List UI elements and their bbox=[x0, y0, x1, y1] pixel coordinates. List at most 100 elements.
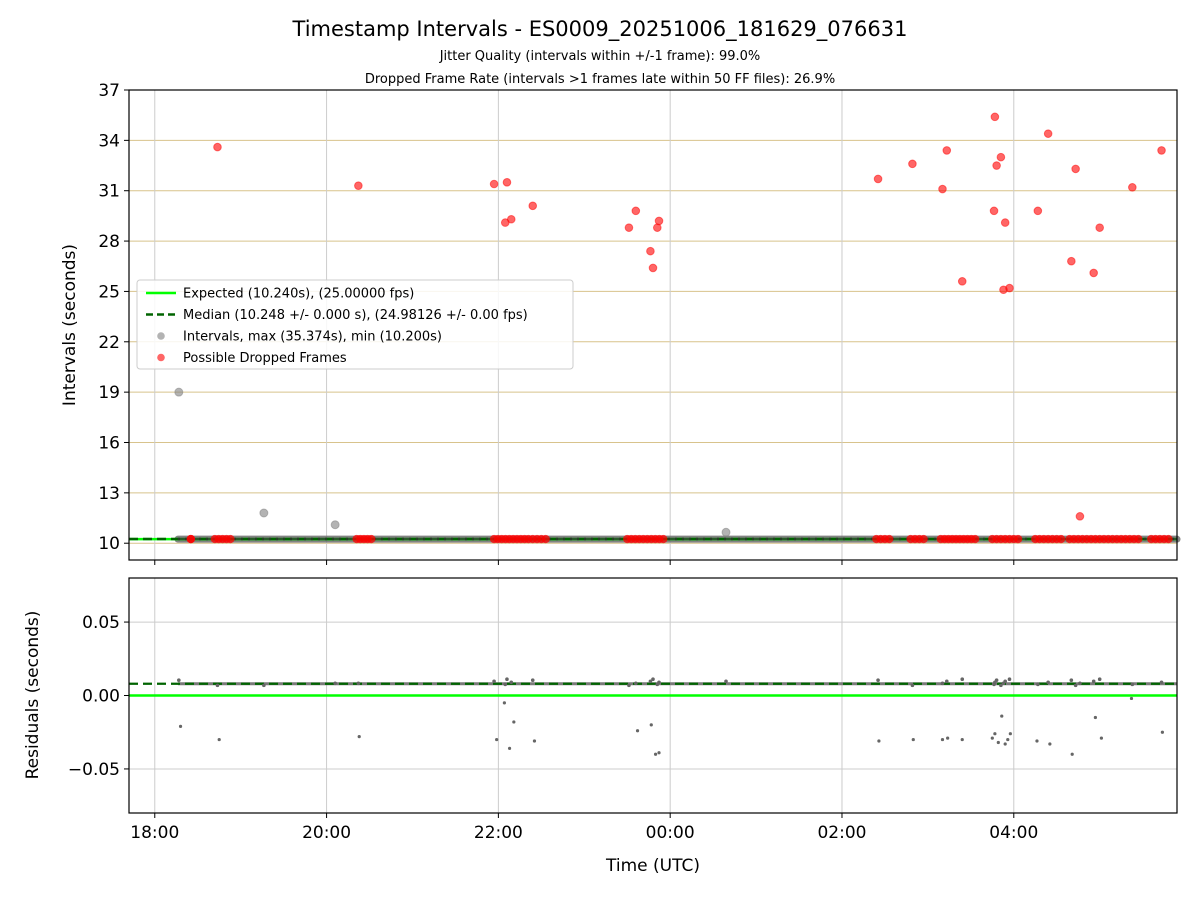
dropped-frame-point bbox=[1089, 268, 1098, 278]
residual-point bbox=[1036, 682, 1040, 687]
residual-point bbox=[333, 681, 337, 686]
residual-point bbox=[356, 681, 361, 686]
intervals-y-tick-label: 19 bbox=[98, 383, 120, 403]
residual-point bbox=[876, 678, 880, 683]
residual-point bbox=[999, 683, 1003, 688]
dropped-frame-point bbox=[1033, 206, 1043, 216]
dropped-frame-point bbox=[996, 152, 1006, 162]
intervals-y-tick-label: 13 bbox=[98, 484, 120, 504]
residual-point bbox=[1069, 678, 1074, 683]
dropped-frame-point bbox=[226, 534, 235, 544]
residuals-y-ticks: 0.05 0.00 −0.05 bbox=[68, 613, 129, 780]
residual-point bbox=[649, 723, 653, 727]
dropped-frame-point bbox=[989, 206, 999, 216]
residual-point bbox=[911, 737, 915, 742]
legend-label: Possible Dropped Frames bbox=[183, 351, 347, 366]
residual-point bbox=[877, 739, 881, 743]
dropped-frame-point bbox=[654, 216, 664, 226]
residual-point bbox=[512, 720, 516, 724]
intervals-panel: 10 13 16 19 22 25 28 31 34 37 Intervals (seconds)… bbox=[60, 81, 1181, 565]
chart-title: Timestamp Intervals - ES0009_20251006_18… bbox=[292, 17, 908, 42]
intervals-points bbox=[174, 112, 1173, 544]
dropped-frame-point bbox=[992, 161, 1001, 170]
residual-point bbox=[994, 678, 999, 683]
dropped-frame-point bbox=[990, 112, 1000, 122]
residual-point bbox=[996, 740, 1000, 745]
intervals-y-ticks: 10 13 16 19 22 25 28 31 34 37 bbox=[98, 81, 129, 554]
residual-point bbox=[262, 683, 266, 688]
dropped-frame-point bbox=[1005, 283, 1014, 293]
residual-point bbox=[657, 751, 661, 755]
residual-point bbox=[910, 683, 915, 688]
residual-point bbox=[505, 677, 509, 681]
residual-point bbox=[1048, 742, 1052, 746]
residual-point bbox=[1073, 683, 1078, 688]
legend-swatch-marker bbox=[157, 353, 165, 362]
dropped-frame-point bbox=[213, 142, 222, 152]
residual-point bbox=[651, 677, 655, 681]
x-tick-label: 04:00 bbox=[989, 823, 1038, 843]
residual-point bbox=[178, 724, 183, 728]
residual-point bbox=[492, 679, 496, 684]
residual-point bbox=[1160, 730, 1164, 734]
intervals-y-axis-label: Intervals (seconds) bbox=[60, 244, 80, 406]
residual-point bbox=[1093, 715, 1097, 720]
intervals-y-tick-label: 25 bbox=[98, 282, 120, 302]
residual-point bbox=[1091, 679, 1096, 684]
x-tick-label: 00:00 bbox=[646, 823, 695, 843]
legend-label: Median (10.248 +/- 0.000 s), (24.98126 +… bbox=[183, 308, 528, 323]
x-tick-label: 02:00 bbox=[817, 823, 866, 843]
legend: Expected (10.240s), (25.00000 fps) Median… bbox=[136, 279, 574, 370]
dropped-frame-point bbox=[1000, 218, 1010, 227]
legend-swatch-marker bbox=[157, 332, 165, 340]
dropped-frame-point bbox=[885, 534, 894, 544]
intervals-y-tick-label: 34 bbox=[98, 131, 120, 151]
intervals-y-tick-label: 37 bbox=[98, 81, 120, 101]
dropped-frame-point bbox=[541, 534, 550, 544]
residual-point bbox=[960, 737, 964, 742]
legend-box bbox=[136, 279, 574, 370]
residual-point bbox=[1099, 736, 1104, 740]
intervals-y-tick-label: 28 bbox=[98, 232, 120, 252]
dropped-frame-point bbox=[919, 534, 928, 544]
residuals-points bbox=[177, 677, 1164, 756]
dropped-frame-point bbox=[1095, 223, 1104, 232]
residual-point bbox=[993, 732, 997, 736]
residual-point bbox=[944, 679, 949, 684]
residual-point bbox=[1070, 752, 1074, 756]
dropped-frame-point bbox=[957, 277, 967, 286]
dropped-frame-point bbox=[354, 181, 363, 190]
dropped-frame-point bbox=[624, 223, 634, 232]
residual-point bbox=[1003, 742, 1007, 746]
residual-point bbox=[1159, 680, 1164, 685]
dropped-frame-point bbox=[528, 201, 538, 211]
dropped-frame-point bbox=[1056, 534, 1066, 544]
residual-point bbox=[502, 701, 506, 705]
intervals-x-ticks bbox=[154, 560, 1015, 565]
dropped-frame-point bbox=[367, 534, 376, 544]
dropped-frame-point bbox=[938, 184, 947, 194]
x-tick-label: 22:00 bbox=[474, 823, 523, 843]
residual-point bbox=[960, 677, 965, 681]
dropped-frame-point bbox=[1075, 512, 1085, 521]
residual-point bbox=[532, 739, 537, 743]
residual-point bbox=[990, 736, 994, 740]
dropped-frame-point bbox=[908, 159, 917, 169]
residual-point bbox=[627, 683, 631, 688]
residual-point bbox=[507, 746, 512, 750]
residual-point bbox=[1007, 677, 1012, 681]
residual-point bbox=[634, 681, 638, 686]
residual-point bbox=[946, 736, 950, 740]
residual-point bbox=[1008, 732, 1012, 736]
residual-point bbox=[724, 679, 728, 684]
residual-point bbox=[940, 681, 945, 686]
residual-point bbox=[1035, 739, 1039, 743]
dropped-frame-point bbox=[1134, 534, 1143, 544]
chart-subtitle-jitter: Jitter Quality (intervals within +/-1 fr… bbox=[439, 49, 761, 64]
dropped-frame-point bbox=[659, 534, 668, 544]
residual-point bbox=[1006, 737, 1010, 742]
residual-point bbox=[1003, 679, 1007, 684]
residual-point bbox=[177, 678, 181, 683]
interval-point bbox=[174, 387, 184, 397]
residual-point bbox=[648, 679, 653, 684]
